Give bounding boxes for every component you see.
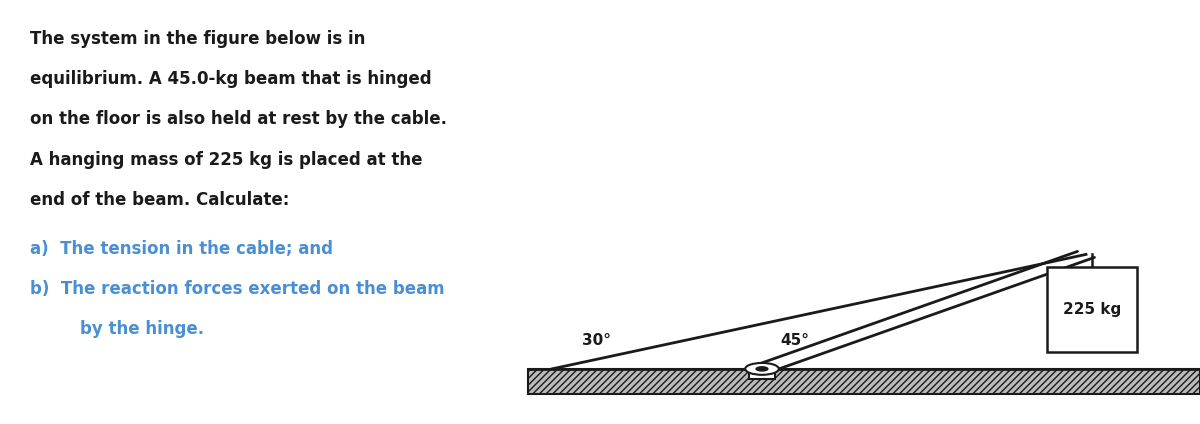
- Text: on the floor is also held at rest by the cable.: on the floor is also held at rest by the…: [30, 110, 446, 128]
- Text: 225 kg: 225 kg: [1063, 302, 1121, 317]
- Circle shape: [745, 363, 779, 375]
- Text: The system in the figure below is in: The system in the figure below is in: [30, 30, 365, 47]
- Text: equilibrium. A 45.0-kg beam that is hinged: equilibrium. A 45.0-kg beam that is hing…: [30, 70, 432, 88]
- Circle shape: [756, 367, 768, 371]
- Text: 45°: 45°: [780, 333, 809, 348]
- Bar: [749, 369, 775, 379]
- Bar: [528, 369, 1200, 394]
- Text: end of the beam. Calculate:: end of the beam. Calculate:: [30, 191, 289, 209]
- Text: b)  The reaction forces exerted on the beam: b) The reaction forces exerted on the be…: [30, 280, 445, 298]
- Text: 30°: 30°: [582, 333, 611, 348]
- Bar: [1046, 267, 1138, 352]
- Text: A hanging mass of 225 kg is placed at the: A hanging mass of 225 kg is placed at th…: [30, 151, 422, 168]
- Text: by the hinge.: by the hinge.: [80, 320, 204, 338]
- Text: a)  The tension in the cable; and: a) The tension in the cable; and: [30, 240, 334, 257]
